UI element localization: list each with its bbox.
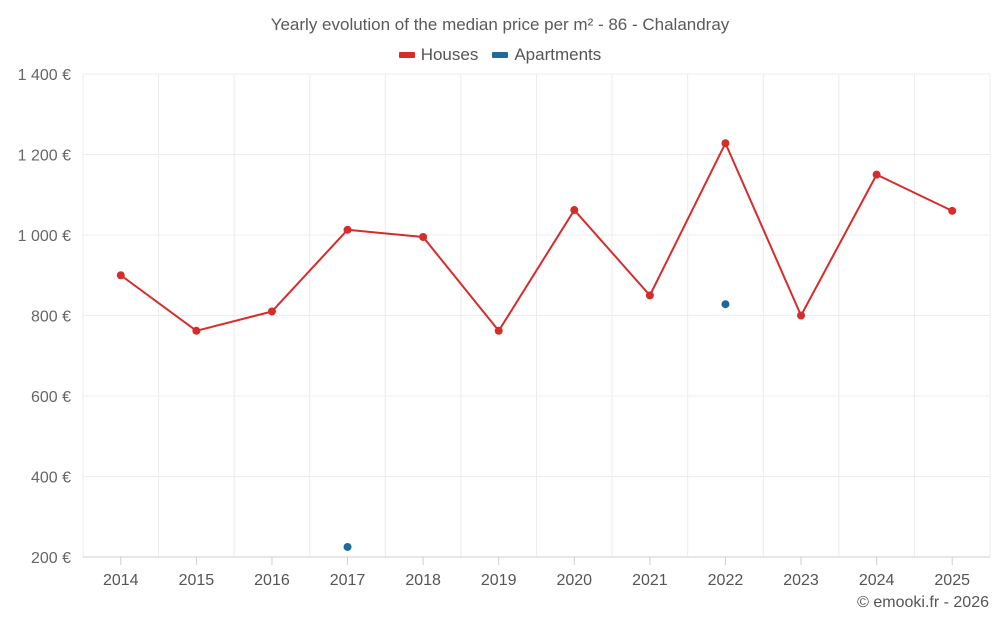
data-point-houses — [721, 139, 730, 148]
series-line-houses — [497, 209, 576, 332]
series-line-houses — [800, 173, 878, 317]
legend-swatch-apartments — [492, 52, 509, 58]
y-tick-label: 1 000 € — [18, 228, 71, 245]
series-line-houses — [119, 274, 198, 332]
x-tick-label: 2019 — [481, 572, 517, 589]
series-line-houses — [195, 310, 273, 332]
series-line-houses — [875, 173, 954, 212]
data-point-houses — [872, 170, 881, 179]
legend-label-houses: Houses — [420, 45, 479, 64]
data-point-houses — [343, 225, 352, 234]
series-line-houses — [346, 228, 425, 239]
chart-title: Yearly evolution of the median price per… — [270, 15, 730, 34]
data-point-houses — [192, 326, 201, 335]
y-tick-label: 600 € — [31, 389, 71, 406]
y-tick-label: 400 € — [31, 470, 71, 487]
series-line-houses — [724, 142, 803, 317]
x-tick-label: 2016 — [254, 572, 290, 589]
legend-item-houses[interactable]: Houses — [398, 45, 479, 65]
data-point-houses — [267, 307, 276, 316]
data-point-apartments — [343, 542, 352, 551]
series-line-houses — [648, 142, 727, 297]
y-tick-label: 800 € — [31, 309, 71, 326]
x-tick-label: 2018 — [405, 572, 441, 589]
x-tick-label: 2022 — [708, 572, 744, 589]
chart-legend: Houses Apartments — [0, 45, 1000, 65]
y-tick-label: 1 200 € — [18, 148, 71, 165]
y-tick-label: 200 € — [31, 550, 71, 567]
credit: © emooki.fr - 2026 — [857, 594, 989, 611]
x-tick-label: 2015 — [179, 572, 215, 589]
x-tick-label: 2024 — [859, 572, 895, 589]
x-tick-label: 2023 — [783, 572, 819, 589]
y-tick-label: 1 400 € — [18, 67, 71, 84]
legend-item-apartments[interactable]: Apartments — [492, 45, 601, 65]
data-point-apartments — [721, 300, 730, 309]
legend-swatch-houses — [398, 52, 415, 58]
data-point-houses — [419, 233, 428, 242]
data-point-houses — [797, 311, 806, 320]
data-point-houses — [645, 291, 654, 300]
x-tick-label: 2025 — [934, 572, 970, 589]
series-line-houses — [270, 228, 349, 313]
x-tick-label: 2021 — [632, 572, 668, 589]
data-point-houses — [494, 326, 503, 335]
data-point-houses — [948, 206, 957, 215]
x-tick-label: 2014 — [103, 572, 139, 589]
x-tick-label: 2020 — [556, 572, 592, 589]
data-point-houses — [570, 206, 579, 215]
series-line-houses — [422, 236, 500, 332]
data-point-houses — [116, 271, 125, 280]
x-tick-label: 2017 — [330, 572, 366, 589]
series-line-houses — [573, 209, 651, 297]
legend-label-apartments: Apartments — [514, 45, 602, 64]
